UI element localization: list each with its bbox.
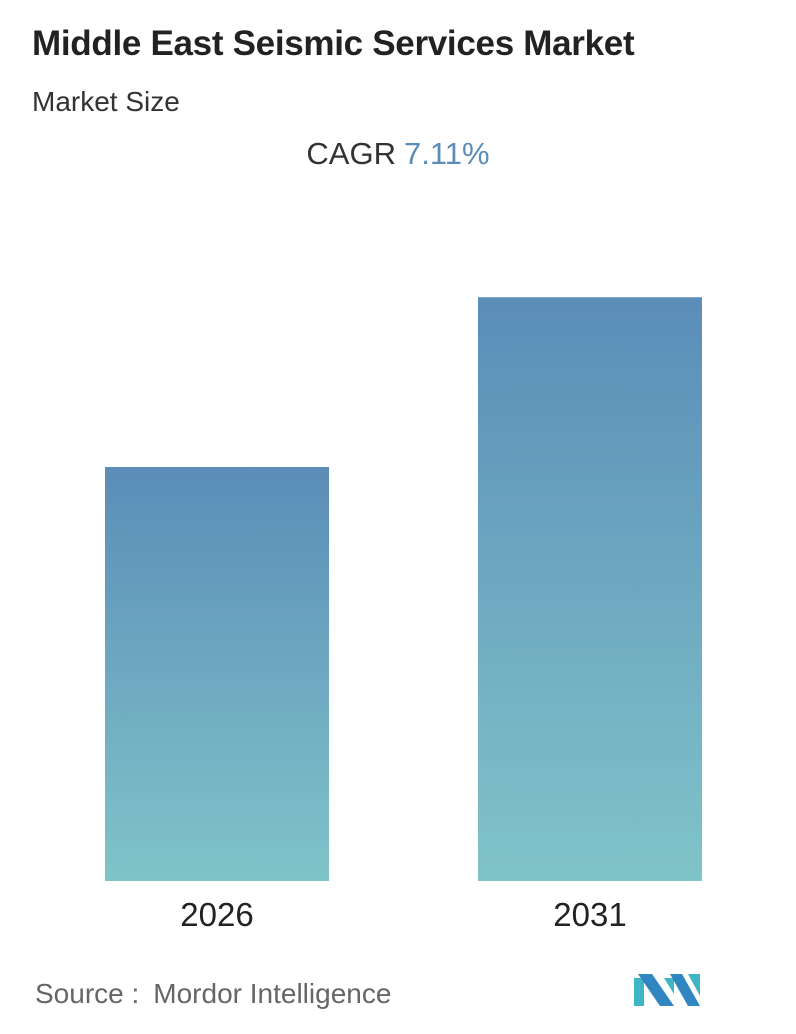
x-tick-label: 2031 bbox=[553, 896, 626, 933]
bar-chart: 2026 2031 bbox=[105, 297, 702, 933]
chart-title: Middle East Seismic Services Market bbox=[32, 24, 635, 63]
bar-2031 bbox=[478, 297, 702, 881]
x-tick-label: 2026 bbox=[180, 896, 253, 933]
bar-2026 bbox=[105, 467, 329, 881]
source-line: Source : Mordor Intelligence bbox=[35, 978, 391, 1010]
mordor-logo-icon bbox=[634, 974, 700, 1006]
cagr-text: CAGR bbox=[306, 136, 396, 171]
source-name: Mordor Intelligence bbox=[153, 978, 392, 1009]
cagr-value: 7.11% bbox=[403, 136, 490, 171]
cagr-label: CAGR 7.11% bbox=[0, 136, 796, 172]
chart-subtitle: Market Size bbox=[32, 86, 180, 117]
source-label: Source : bbox=[35, 978, 140, 1009]
